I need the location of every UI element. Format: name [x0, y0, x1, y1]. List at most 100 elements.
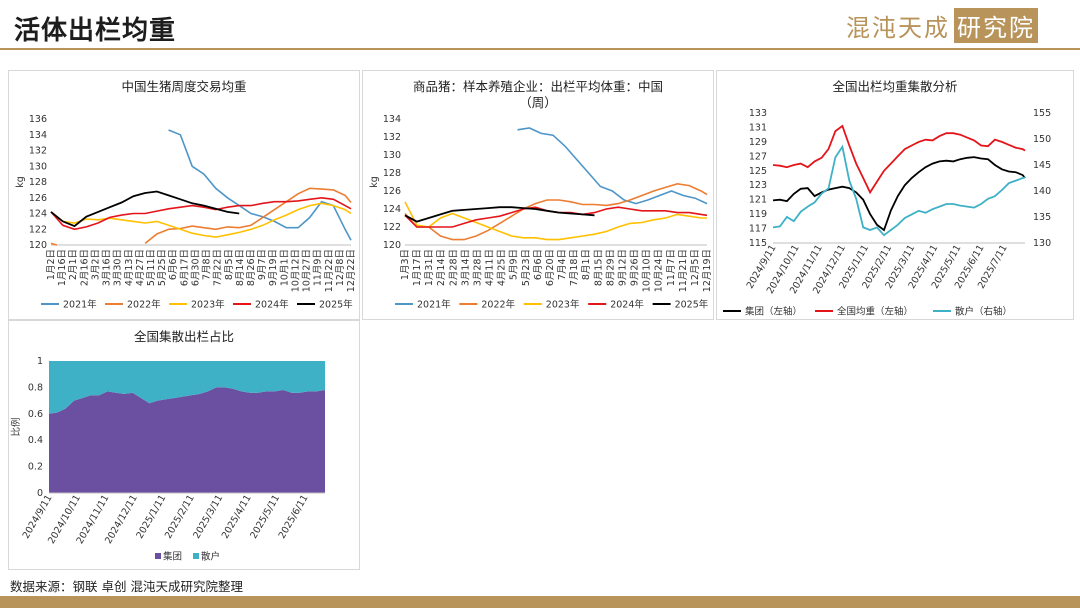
x-tick-label: 5月25日 — [157, 249, 168, 286]
x-tick-label: 8月14日 — [235, 249, 246, 286]
y-tick-label: 124 — [383, 204, 401, 215]
x-tick-label: 8月1日 — [581, 249, 592, 280]
y-tick-label: 119 — [749, 209, 767, 220]
x-tick-label: 2025/6/11 — [277, 493, 311, 541]
x-tick-label: 11月22日 — [324, 249, 335, 292]
x-tick-label: 4月27日 — [135, 249, 146, 286]
legend-label: 散户（右轴） — [955, 306, 1012, 318]
chart-panel-1: 中国生猪周度交易均重 120 122 124 126 128 130 132 134 136 kg 1… — [8, 70, 360, 320]
legend-label: 2023年 — [546, 299, 580, 311]
x-tick-label: 4月25日 — [497, 249, 508, 286]
y-tick-label: 130 — [383, 150, 401, 161]
legend-label: 2021年 — [417, 299, 451, 311]
legend-label: 集团（左轴） — [745, 306, 802, 318]
x-tick-label: 1月31日 — [424, 249, 435, 286]
series-line-2022年 — [50, 242, 58, 246]
chart-title: 全国出栏均重集散分析 — [832, 79, 957, 94]
y-axis-label: kg — [369, 176, 380, 188]
y2-tick-label: 155 — [1033, 108, 1051, 119]
x-tick-label: 11月21日 — [678, 249, 689, 292]
area-group — [49, 387, 325, 493]
x-tick-label: 12月8日 — [335, 249, 346, 286]
x-tick-label: 9月26日 — [630, 249, 641, 286]
chart-title: 中国生猪周度交易均重 — [121, 79, 246, 94]
x-tick-label: 5月11日 — [146, 249, 157, 286]
brand-box: 研究院 — [954, 8, 1038, 43]
x-tick-label: 12月19日 — [702, 249, 713, 292]
y-tick-label: 134 — [383, 114, 401, 125]
series-line-2024年 — [404, 206, 708, 228]
x-tick-label: 10月12日 — [290, 249, 301, 292]
legend-label: 2024年 — [255, 299, 289, 311]
y-tick-label: 122 — [29, 224, 47, 235]
series-line — [772, 156, 1026, 232]
y-tick-label: 115 — [749, 238, 767, 249]
y-axis-label: kg — [15, 176, 26, 188]
y-tick-label: 133 — [749, 108, 767, 119]
y-tick-label: 123 — [749, 180, 767, 191]
x-tick-label: 1月16日 — [57, 249, 68, 286]
y-tick-label: 131 — [749, 122, 767, 133]
legend-label: 集团 — [163, 551, 182, 563]
x-tick-label: 1月2日 — [46, 249, 57, 280]
x-tick-label: 6月17日 — [179, 249, 190, 286]
x-tick-label: 7月4日 — [557, 249, 568, 280]
x-tick-label: 8月15日 — [593, 249, 604, 286]
chart-subtitle: （周） — [519, 95, 557, 110]
chart-panel-2: 商品猪：样本养殖企业：出栏平均体重：中国 （周） 120 122 124 126 128 13… — [362, 70, 714, 320]
legend-label: 2025年 — [675, 299, 709, 311]
x-tick-label: 3月28日 — [472, 249, 483, 286]
x-tick-label: 2月16日 — [79, 249, 90, 286]
legend-label: 2024年 — [610, 299, 644, 311]
chart-title: 商品猪：样本养殖企业：出栏平均体重：中国 — [413, 79, 663, 94]
page-title: 活体出栏均重 — [14, 16, 177, 46]
chart-sample-enterprise-weight: 商品猪：样本养殖企业：出栏平均体重：中国（周） 120 122 124 126 128 13… — [369, 79, 713, 311]
chart-share-area: 全国集散出栏占比00.20.40.60.81比例2024/9/112024/10… — [10, 329, 325, 563]
x-tick-label: 2月28日 — [448, 249, 459, 286]
y-tick-label: 128 — [29, 177, 47, 188]
x-tick-label: 9月19日 — [268, 249, 279, 286]
footer-bar — [0, 596, 1080, 608]
chart-weekly-weight: 中国生猪周度交易均重 120 122 124 126 128 130 132 134 136 kg 1… — [15, 79, 357, 311]
y-tick-label: 136 — [29, 114, 47, 125]
y2-tick-label: 130 — [1033, 238, 1051, 249]
x-tick-label: 7月18日 — [569, 249, 580, 286]
x-tick-label: 2月14日 — [436, 249, 447, 286]
x-tick-label: 4月11日 — [485, 249, 496, 286]
y-tick-label: 0.4 — [28, 435, 43, 446]
header-rule — [0, 48, 1080, 50]
series-line-2023年 — [404, 201, 707, 241]
series-line — [772, 144, 1026, 237]
x-tick-label: 1月17日 — [412, 249, 423, 286]
legend-label: 2023年 — [191, 299, 225, 311]
y-tick-label: 121 — [749, 195, 767, 206]
legend-swatch — [155, 553, 161, 559]
series-line-2022年b — [144, 187, 352, 245]
x-tick-label: 10月24日 — [654, 249, 665, 292]
x-tick-label: 11月9日 — [313, 249, 324, 286]
x-tick-label: 12月5日 — [690, 249, 701, 286]
brand-logo: 混沌天成 研究院 — [846, 8, 1038, 43]
y2-tick-label: 135 — [1033, 212, 1051, 223]
x-tick-label: 6月30日 — [190, 249, 201, 286]
x-tick-label: 9月7日 — [257, 249, 268, 280]
x-tick-label: 11月7日 — [666, 249, 677, 286]
y-tick-label: 130 — [29, 161, 47, 172]
x-tick-label: 7月22日 — [213, 249, 224, 286]
y-tick-label: 132 — [383, 132, 401, 143]
y-tick-label: 127 — [749, 151, 767, 162]
y-tick-label: 132 — [29, 146, 47, 157]
legend-label: 2022年 — [127, 299, 161, 311]
x-tick-label: 3月14日 — [460, 249, 471, 286]
x-tick-label: 6月6日 — [533, 249, 544, 280]
brand-text: 混沌天成 — [846, 14, 950, 42]
series-line-2025年 — [404, 206, 595, 223]
y2-tick-label: 145 — [1033, 160, 1051, 171]
y-tick-label: 126 — [383, 186, 401, 197]
y-tick-label: 120 — [29, 240, 47, 251]
y-tick-label: 0.6 — [28, 409, 43, 420]
x-tick-label: 5月23日 — [521, 249, 532, 286]
y-tick-label: 129 — [749, 137, 767, 148]
y-tick-label: 0.2 — [28, 462, 43, 473]
series-line-2021年 — [168, 129, 352, 241]
